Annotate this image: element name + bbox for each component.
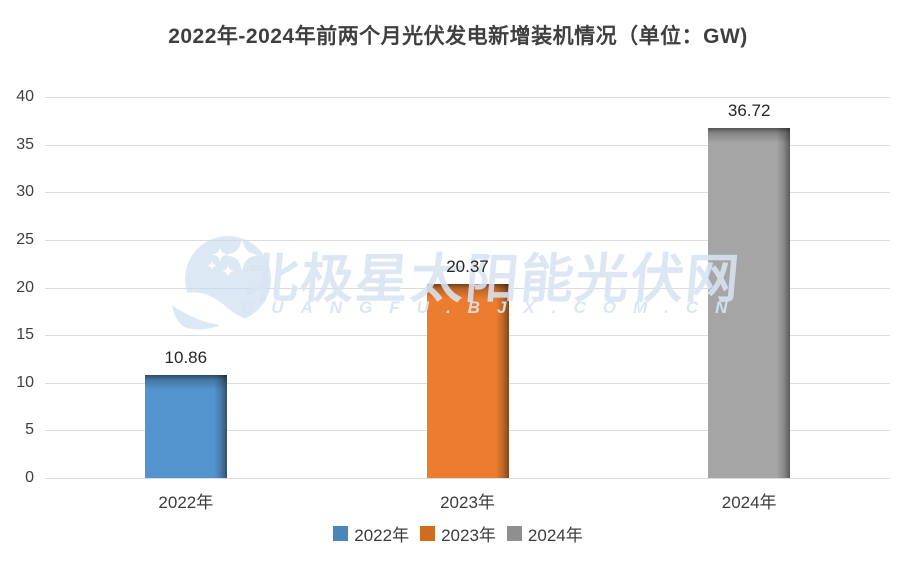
- bar-2024年: [708, 128, 791, 478]
- bar-2022年: [144, 374, 227, 478]
- legend-item: 2024年: [506, 521, 583, 546]
- gridline: [45, 478, 890, 479]
- gridline: [45, 239, 890, 241]
- y-tick-label: 15: [16, 326, 34, 344]
- bar-shading: [144, 374, 227, 478]
- legend-swatch-icon: [333, 526, 349, 541]
- gridline: [45, 97, 890, 98]
- legend-swatch-icon: [506, 526, 522, 541]
- x-tick-label: 2023年: [440, 493, 495, 512]
- data-label: 20.37: [446, 256, 489, 276]
- gridline: [45, 192, 890, 194]
- data-label: 36.72: [727, 101, 771, 121]
- y-tick-label: 25: [16, 230, 34, 248]
- gridline: [45, 144, 890, 146]
- y-tick-label: 35: [16, 135, 34, 153]
- y-tick-label: 10: [16, 373, 34, 391]
- y-tick-label: 30: [16, 183, 34, 201]
- legend-item: 2023年: [420, 521, 496, 546]
- x-tick-label: 2024年: [721, 493, 777, 512]
- legend: 2022年 2023年 2024年: [0, 521, 916, 546]
- bar-2023年: [426, 283, 509, 478]
- plot-area: [45, 97, 890, 479]
- legend-item: 2022年: [333, 521, 409, 546]
- data-label: 10.86: [164, 347, 208, 367]
- legend-label: 2023年: [441, 526, 496, 545]
- x-tick-label: 2022年: [158, 493, 214, 512]
- y-tick-label: 5: [25, 421, 34, 439]
- legend-label: 2024年: [527, 526, 583, 545]
- bar-shading: [426, 283, 509, 478]
- y-tick-label: 0: [25, 469, 34, 486]
- y-tick-label: 40: [16, 88, 34, 105]
- chart-title: 2022年-2024年前两个月光伏发电新增装机情况（单位：GW): [168, 25, 748, 48]
- legend-swatch-icon: [420, 526, 436, 541]
- y-tick-label: 20: [16, 278, 34, 296]
- legend-label: 2022年: [354, 526, 410, 545]
- bar-shading: [708, 128, 791, 478]
